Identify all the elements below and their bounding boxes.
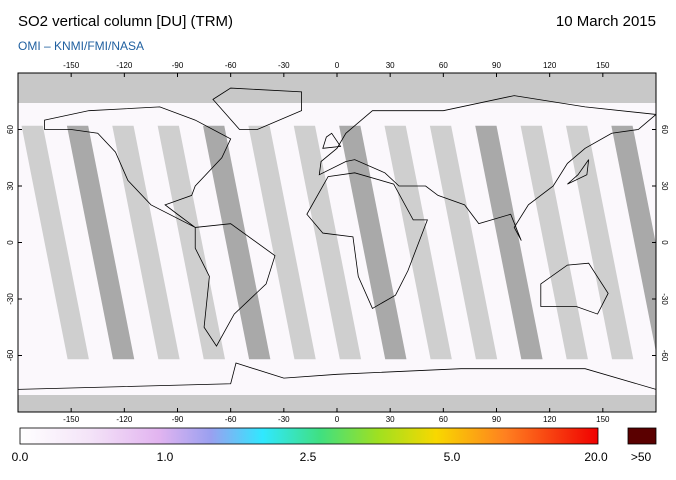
swath-gap [520, 125, 588, 360]
swath-gap [21, 125, 89, 360]
lon-label-top: -90 [172, 61, 184, 70]
lat-label-right: 0 [660, 240, 669, 245]
lat-label-left: -60 [6, 349, 15, 361]
swath-gap [66, 125, 135, 360]
lon-label-top: 30 [386, 61, 395, 70]
lon-label-bottom: -120 [116, 415, 133, 424]
lon-label-top: -120 [116, 61, 133, 70]
lat-label-right: -60 [660, 350, 669, 362]
lat-label-right: 30 [660, 182, 669, 191]
colorbar [19, 427, 599, 445]
lat-label-left: 0 [6, 240, 15, 245]
lon-label-bottom: -150 [63, 415, 80, 424]
colorbar-overflow [627, 427, 657, 445]
lon-label-bottom: 60 [439, 415, 448, 424]
credit: OMI – KNMI/FMI/NASA [18, 39, 144, 53]
lon-label-top: -60 [225, 61, 237, 70]
lon-label-bottom: 120 [543, 415, 557, 424]
swath-gap [203, 125, 271, 360]
swath-gap [293, 125, 362, 360]
polar-nodata [18, 395, 656, 412]
coastline [540, 262, 609, 315]
lat-label-right: 60 [660, 125, 669, 134]
colorbar-label: 5.0 [444, 450, 461, 464]
colorbar-label: >50 [631, 450, 652, 464]
lat-label-left: 60 [6, 125, 15, 134]
lat-label-left: 30 [6, 181, 15, 190]
swath-gap [112, 125, 180, 360]
swath-gap [429, 125, 498, 360]
lon-label-bottom: 90 [492, 415, 501, 424]
swath-gap [475, 125, 543, 360]
swath-gap [384, 125, 452, 360]
lon-label-bottom: 0 [335, 415, 340, 424]
colorbar-label: 20.0 [584, 450, 608, 464]
colorbar-label: 2.5 [300, 450, 317, 464]
lon-label-bottom: 150 [596, 415, 610, 424]
colorbar-label: 1.0 [157, 450, 174, 464]
lat-label-right: -30 [660, 293, 669, 305]
coastline [194, 223, 276, 347]
lon-label-bottom: -30 [278, 415, 290, 424]
map [18, 73, 656, 412]
swath-gap [339, 125, 407, 360]
swath-gap [157, 125, 225, 360]
swath-gap [248, 125, 316, 360]
lon-label-top: 120 [543, 61, 557, 70]
swath-gap [611, 125, 656, 353]
coastline [18, 362, 656, 412]
lon-label-top: -30 [278, 61, 290, 70]
swath-gap [565, 125, 634, 360]
lon-label-bottom: 30 [386, 415, 395, 424]
date: 10 March 2015 [556, 13, 656, 30]
polar-nodata [18, 73, 656, 103]
coastline [212, 87, 302, 130]
lon-label-top: 150 [596, 61, 610, 70]
lon-label-top: 90 [492, 61, 501, 70]
lon-label-top: 0 [335, 61, 340, 70]
title: SO2 vertical column [DU] (TRM) [18, 13, 233, 30]
colorbar-label: 0.0 [12, 450, 29, 464]
lon-label-bottom: -60 [225, 415, 237, 424]
coastline [306, 172, 428, 309]
coastline [567, 159, 590, 185]
lon-label-top: -150 [63, 61, 80, 70]
coastline [44, 106, 232, 228]
lat-label-left: -30 [6, 293, 15, 305]
coastline [322, 132, 342, 149]
lon-label-top: 60 [439, 61, 448, 70]
lon-label-bottom: -90 [172, 415, 184, 424]
coastline [318, 95, 656, 241]
